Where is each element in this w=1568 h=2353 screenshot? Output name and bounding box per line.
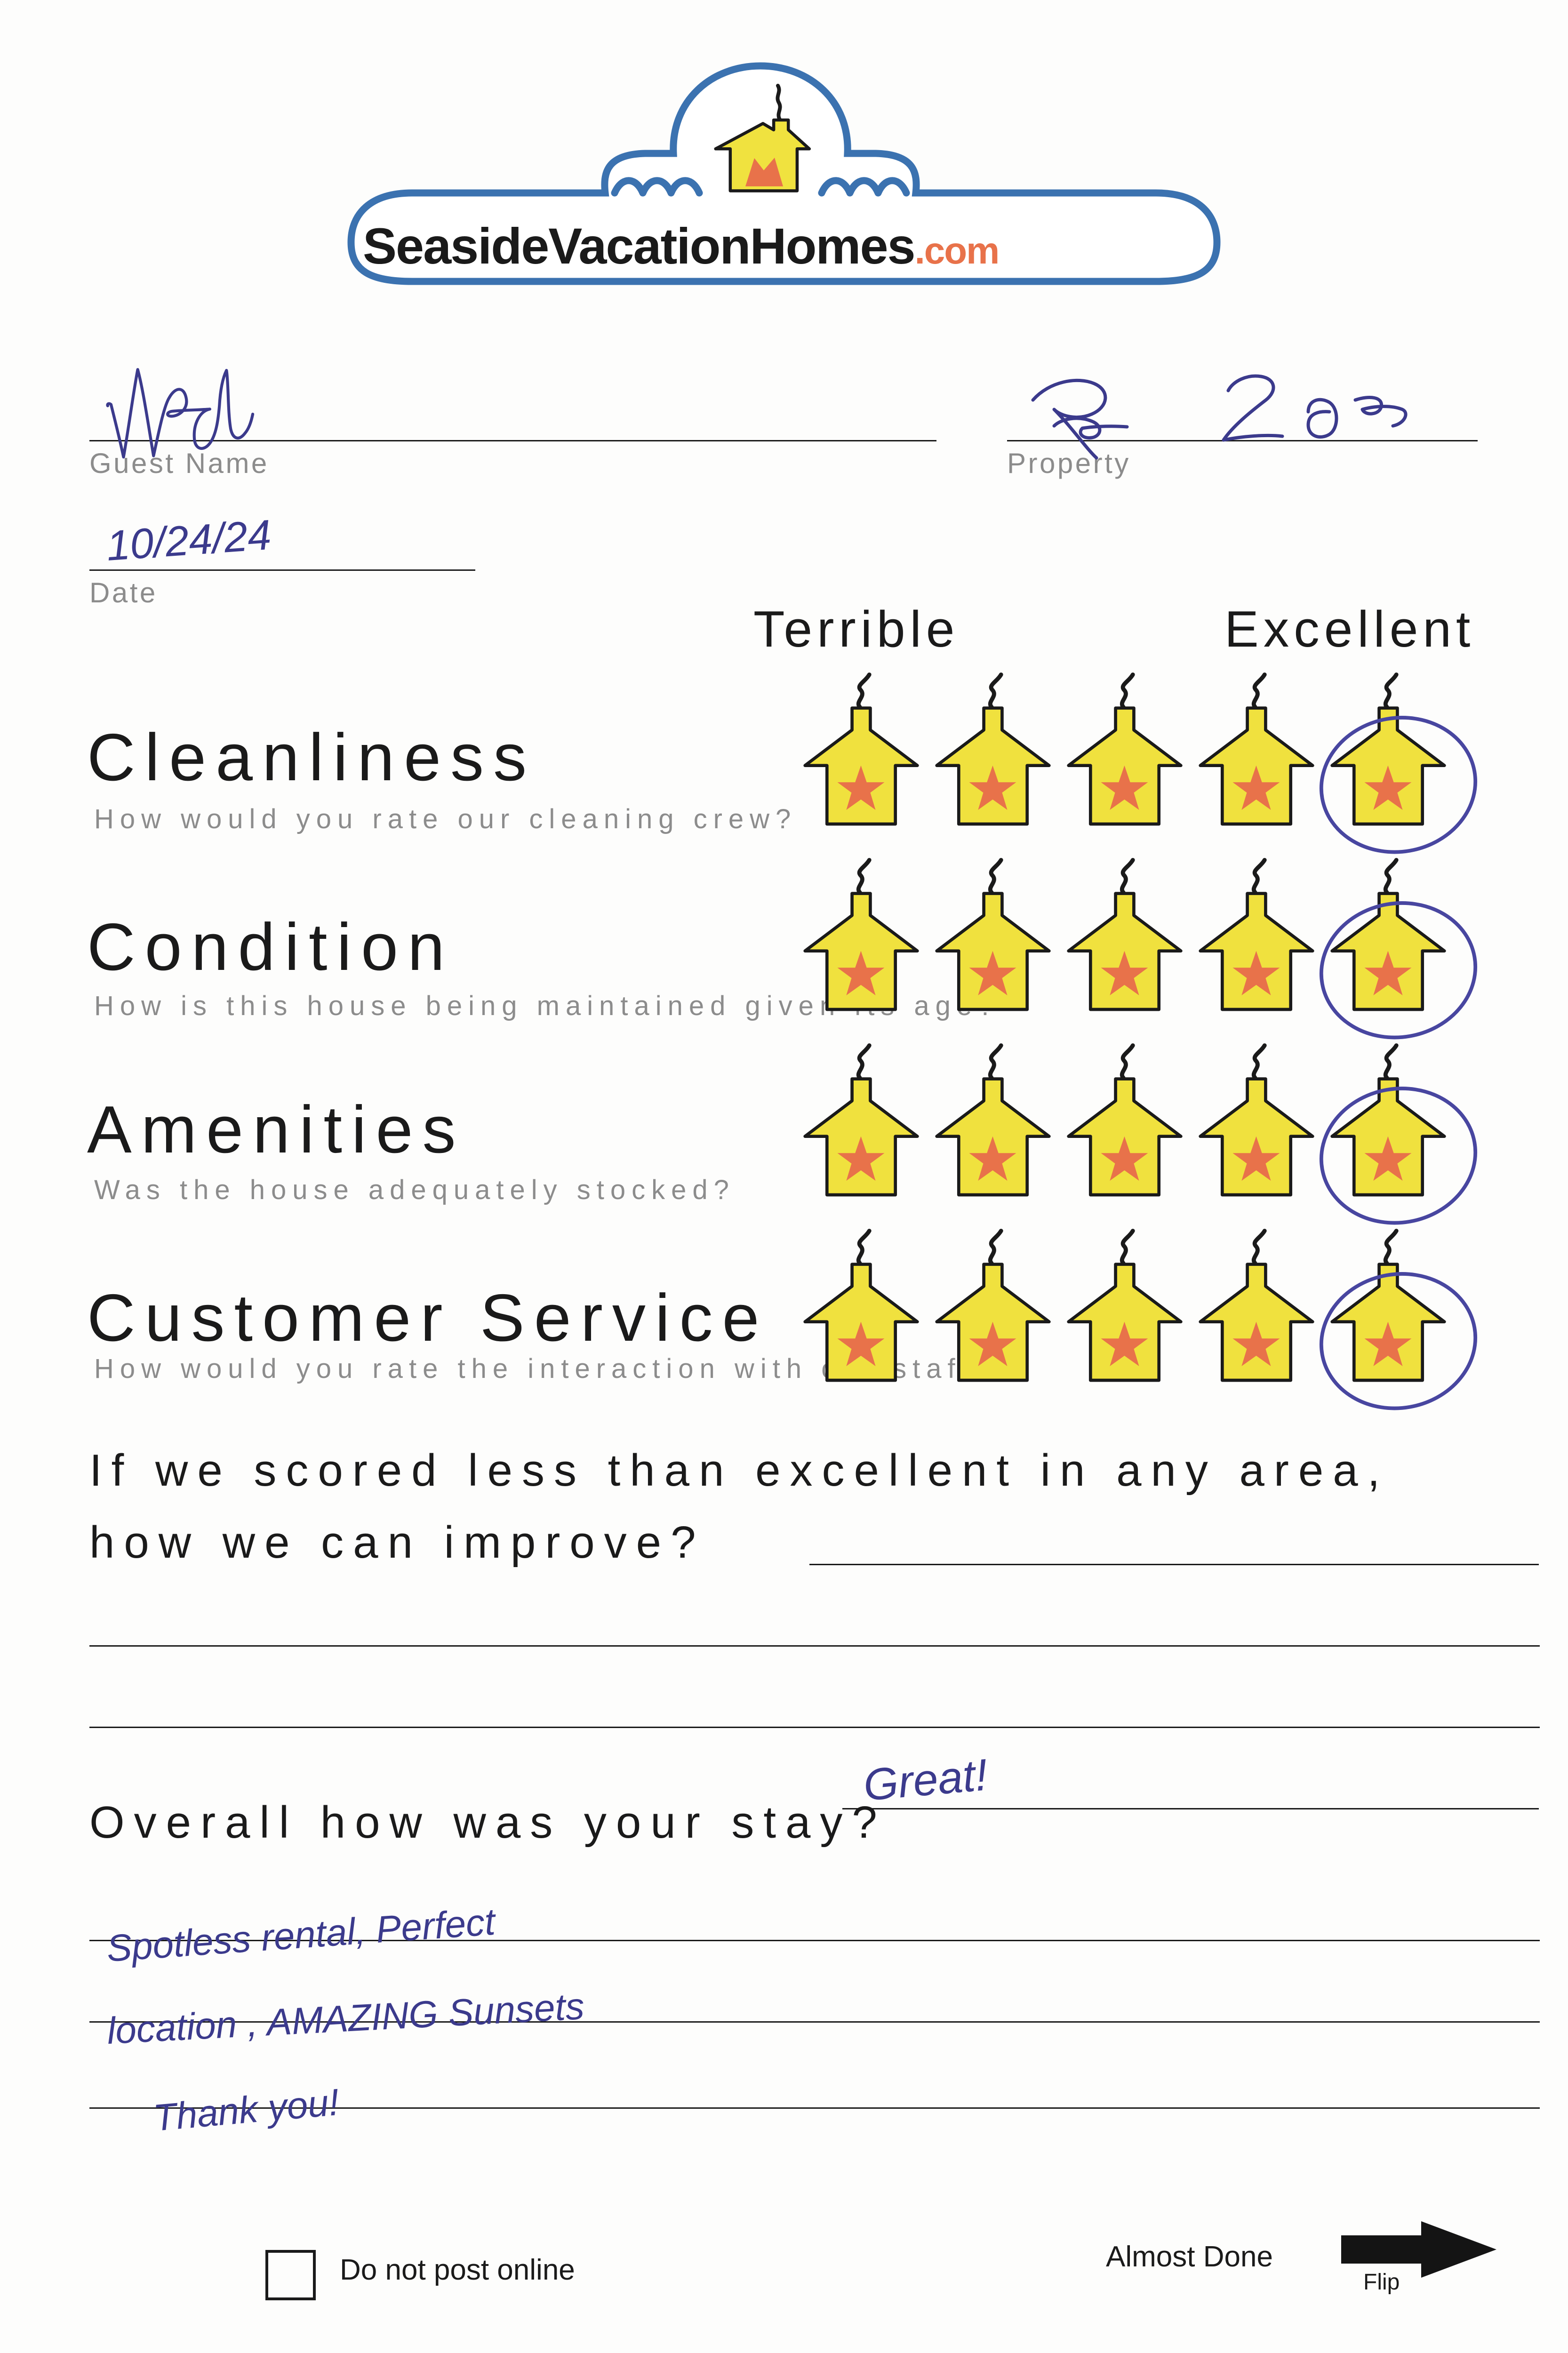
- svg-text:SeasideVacationHomes.com: SeasideVacationHomes.com: [363, 217, 999, 274]
